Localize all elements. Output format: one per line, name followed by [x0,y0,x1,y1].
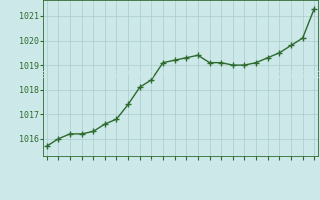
Text: 18: 18 [253,72,263,80]
Text: 23: 23 [313,72,320,80]
Text: 7: 7 [124,72,129,80]
Text: 3: 3 [76,72,82,80]
Text: 13: 13 [193,72,204,80]
Text: 4: 4 [88,72,93,80]
Text: 1: 1 [52,72,58,80]
Text: 12: 12 [181,72,191,80]
Text: 6: 6 [112,72,117,80]
Text: 0: 0 [41,72,46,80]
Text: 16: 16 [229,72,239,80]
Text: 19: 19 [265,72,275,80]
Text: 10: 10 [157,72,168,80]
Text: 11: 11 [170,72,180,80]
Text: 2: 2 [65,72,69,80]
Text: 14: 14 [205,72,215,80]
Text: 15: 15 [217,72,227,80]
Text: Graphe pression niveau de la mer (hPa): Graphe pression niveau de la mer (hPa) [41,159,279,169]
Text: 8: 8 [136,72,141,80]
Text: 9: 9 [148,72,153,80]
Text: 20: 20 [277,72,287,80]
Text: 21: 21 [289,72,299,80]
Text: 22: 22 [301,72,311,80]
Text: 17: 17 [241,72,251,80]
Text: 5: 5 [100,72,105,80]
